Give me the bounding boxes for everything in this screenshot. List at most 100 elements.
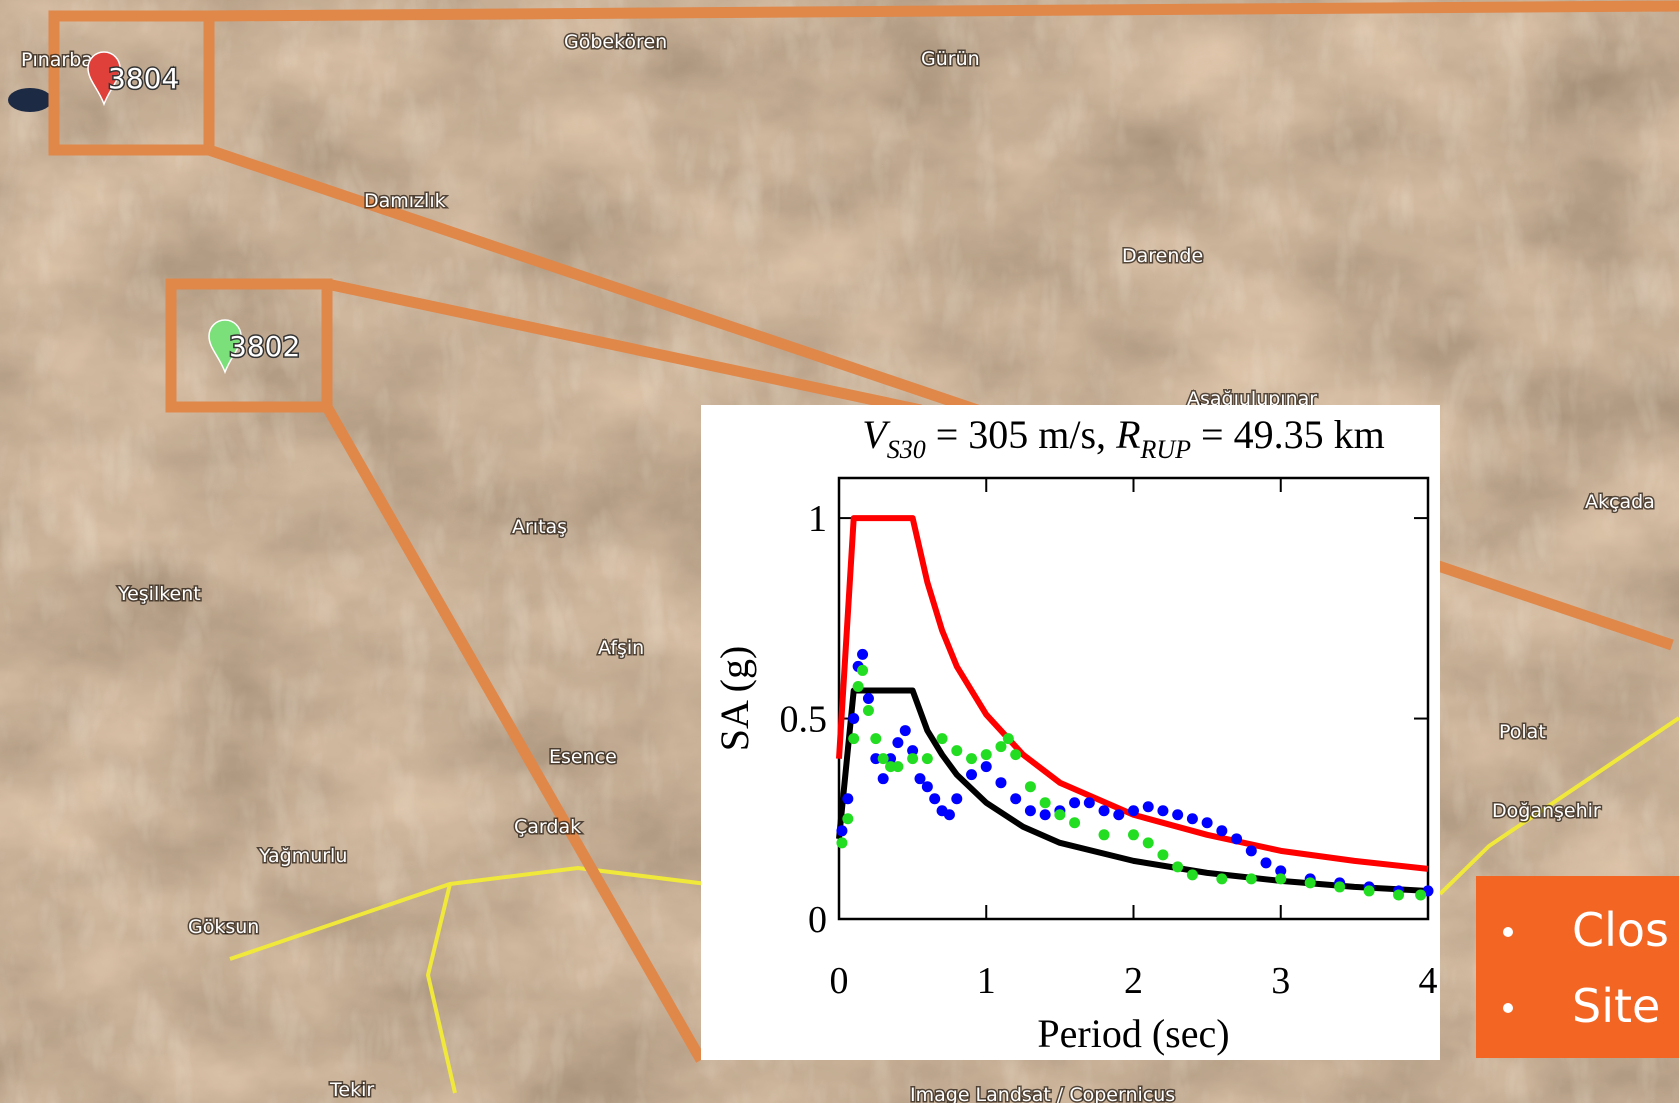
spectrum-point	[870, 733, 882, 745]
stations: 3804 3802	[87, 51, 302, 375]
bullet	[1503, 1003, 1513, 1013]
spectrum-point	[1157, 849, 1169, 861]
spectrum-point	[892, 761, 904, 773]
spectrum-point	[1098, 829, 1110, 841]
spectrum-point	[929, 793, 941, 805]
spectrum-point	[1393, 889, 1405, 901]
chart-panel	[701, 405, 1440, 1060]
x-tick-label: 3	[1271, 960, 1290, 1002]
y-tick-label: 1	[808, 498, 827, 540]
spectrum-point	[966, 769, 978, 781]
spectrum-point	[1098, 805, 1110, 817]
spectrum-point	[848, 713, 860, 725]
spectrum-point	[1024, 781, 1036, 793]
spectrum-point	[842, 793, 854, 805]
chart-title: VS30 = 305 m/s, RRUP = 49.35 km	[862, 412, 1384, 464]
place-label: Damızlık	[364, 190, 446, 212]
title-subscript: S30	[887, 435, 926, 464]
place-label: Polat	[1499, 721, 1546, 743]
y-tick-label: 0.5	[780, 699, 828, 741]
spectrum-point	[836, 825, 848, 837]
bullet-text: Clos	[1572, 903, 1669, 957]
x-tick-label: 4	[1419, 960, 1438, 1002]
place-label: Darende	[1122, 245, 1203, 267]
spectrum-point	[1201, 817, 1213, 829]
spectrum-point	[852, 680, 864, 692]
station-label: 3804	[108, 62, 179, 95]
place-label: Çardak	[514, 816, 581, 838]
spectrum-point	[836, 837, 848, 849]
station-label: 3802	[229, 330, 300, 363]
spectrum-point	[1083, 797, 1095, 809]
station-marker	[87, 51, 121, 107]
spectrum-point	[857, 664, 869, 676]
spectrum-point	[980, 749, 992, 761]
place-label: Yağmurlu	[258, 845, 347, 867]
spectrum-point	[1245, 873, 1257, 885]
spectrum-point	[1275, 873, 1287, 885]
x-tick-label: 1	[977, 960, 996, 1002]
title-part: R	[1115, 412, 1140, 457]
spectrum-point	[899, 725, 911, 737]
spectrum-point	[1186, 869, 1198, 881]
place-label: Arıtaş	[512, 516, 567, 538]
spectrum-point	[1128, 829, 1139, 841]
spectrum-point	[966, 753, 978, 765]
spectrum-point	[1069, 797, 1081, 809]
place-label: Image Landsat / Copernicus	[910, 1084, 1175, 1103]
spectrum-point	[1054, 809, 1066, 821]
spectrum-point	[1216, 873, 1228, 885]
place-label: Gürün	[921, 48, 980, 70]
place-label: Akçada	[1585, 491, 1655, 513]
spectrum-point	[1186, 813, 1198, 825]
spectrum-point	[1275, 865, 1287, 877]
place-label: Yeşilkent	[117, 583, 201, 605]
spectrum-point	[1260, 857, 1272, 869]
spectrum-point	[1157, 805, 1169, 817]
spectrum-point	[995, 777, 1007, 789]
y-axis-label: SA (g)	[712, 646, 757, 752]
spectrum-point	[1039, 809, 1051, 821]
fault-lines	[229, 716, 1679, 1094]
spectrum-point	[1142, 801, 1154, 813]
spectrum-point	[892, 737, 904, 749]
spectrum-point	[1113, 809, 1125, 821]
spectrum-point	[862, 705, 874, 717]
spectrum-line	[836, 687, 1429, 894]
place-label: Esence	[549, 746, 617, 768]
spectrum-point	[1128, 805, 1139, 817]
spectrum-point	[1363, 885, 1375, 897]
spectrum-point	[1024, 805, 1036, 817]
place-label: Göksun	[188, 916, 259, 938]
spectrum-point	[1415, 889, 1427, 901]
spectrum-point	[1172, 809, 1184, 821]
spectrum-point	[995, 741, 1007, 753]
x-axis-label: Period (sec)	[1037, 1011, 1229, 1056]
spectrum-point	[1010, 793, 1022, 805]
spectrum-point	[1334, 881, 1346, 893]
spectrum-point	[936, 733, 948, 745]
spectrum-point	[907, 745, 919, 757]
spectrum-point	[877, 753, 889, 765]
spectrum-point	[857, 648, 869, 660]
place-label: Afşin	[598, 637, 644, 659]
place-label: Tekir	[329, 1079, 374, 1101]
spectrum-point	[862, 693, 874, 704]
spectrum-point	[1245, 845, 1257, 857]
x-tick-label: 2	[1124, 960, 1143, 1002]
spectrum-point	[980, 761, 992, 773]
spectrum-point	[951, 745, 963, 757]
spectrum-point	[1039, 797, 1051, 809]
spectrum-point	[1069, 817, 1081, 829]
spectrum-point	[921, 781, 933, 793]
callout-box	[1476, 876, 1679, 1058]
chart: VS30 = 305 m/s, RRUP = 49.35 km 0 1 2 3 4 0 0.5…	[712, 412, 1438, 1056]
spectrum-point	[921, 753, 933, 765]
bullet-text: Site	[1572, 979, 1660, 1033]
title-part: V	[862, 412, 891, 457]
bullet	[1503, 927, 1513, 937]
y-tick-label: 0	[808, 899, 827, 941]
station-marker	[208, 319, 242, 375]
lake	[8, 88, 52, 112]
